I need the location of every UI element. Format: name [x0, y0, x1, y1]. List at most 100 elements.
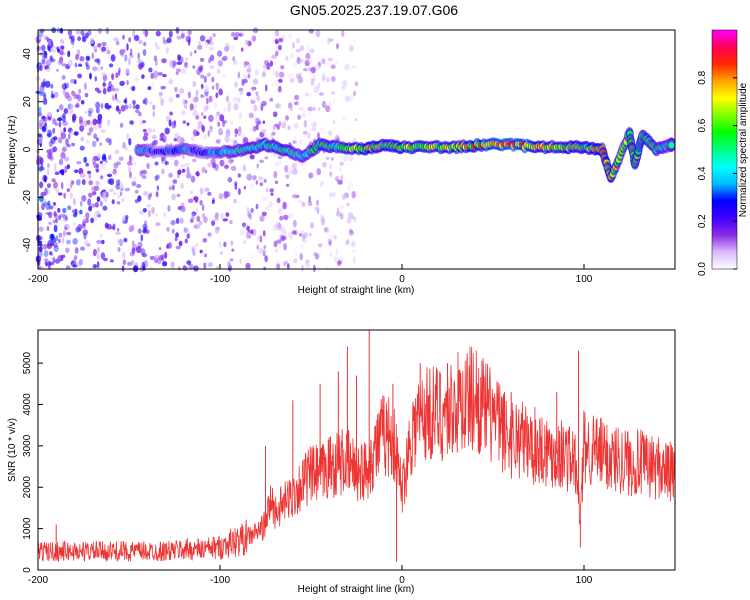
noise-speckle	[291, 230, 297, 235]
noise-speckle	[262, 230, 266, 237]
noise-speckle	[50, 47, 53, 53]
noise-speckle	[133, 34, 140, 42]
noise-speckle	[88, 127, 94, 133]
noise-speckle	[274, 221, 279, 226]
noise-speckle	[203, 106, 208, 113]
noise-speckle	[192, 109, 198, 117]
noise-speckle	[137, 228, 142, 234]
noise-speckle	[41, 265, 45, 271]
noise-speckle	[328, 130, 333, 137]
noise-speckle	[137, 59, 143, 64]
noise-speckle	[237, 71, 241, 79]
noise-speckle	[88, 205, 93, 212]
noise-speckle	[185, 57, 189, 61]
noise-speckle	[296, 100, 299, 106]
noise-speckle	[250, 86, 256, 92]
noise-speckle	[187, 91, 191, 99]
noise-speckle	[62, 207, 67, 214]
noise-speckle	[346, 202, 350, 207]
noise-speckle	[100, 162, 106, 170]
noise-speckle	[297, 199, 302, 204]
noise-speckle	[262, 195, 268, 202]
noise-speckle	[313, 264, 316, 272]
noise-speckle	[39, 181, 44, 189]
noise-speckle	[273, 170, 278, 179]
noise-speckle	[183, 104, 188, 109]
noise-speckle	[271, 83, 274, 88]
noise-speckle	[214, 113, 221, 122]
noise-speckle	[333, 235, 338, 240]
noise-speckle	[81, 195, 87, 202]
noise-speckle	[40, 191, 46, 197]
noise-speckle	[114, 184, 119, 189]
noise-speckle	[299, 45, 305, 51]
noise-speckle	[184, 162, 190, 167]
noise-speckle	[94, 202, 99, 208]
noise-speckle	[130, 55, 134, 59]
noise-speckle	[54, 122, 59, 127]
noise-speckle	[187, 198, 194, 204]
noise-speckle	[180, 183, 185, 189]
noise-speckle	[142, 265, 146, 271]
noise-speckle	[107, 86, 112, 93]
noise-speckle	[127, 161, 133, 166]
noise-speckle	[40, 234, 44, 239]
noise-speckle	[160, 253, 165, 262]
noise-speckle	[121, 48, 127, 54]
noise-speckle	[153, 255, 157, 262]
noise-speckle	[51, 90, 54, 97]
colorbar: 0.0 0.2 0.4 0.6 0.8 Normalized spectral ampl…	[697, 29, 749, 276]
noise-speckle	[98, 123, 102, 129]
noise-speckle	[322, 161, 327, 168]
noise-speckle	[303, 120, 308, 128]
noise-speckle	[207, 191, 212, 196]
noise-speckle	[190, 245, 196, 253]
noise-speckle	[154, 41, 158, 48]
noise-speckle	[111, 73, 115, 81]
noise-speckle	[62, 83, 66, 89]
noise-speckle	[182, 168, 186, 173]
noise-speckle	[53, 181, 58, 189]
noise-speckle	[59, 45, 64, 50]
noise-speckle	[218, 241, 222, 249]
noise-speckle	[52, 127, 56, 134]
noise-speckle	[74, 104, 80, 108]
noise-speckle	[171, 229, 175, 234]
noise-speckle	[191, 213, 195, 221]
noise-speckle	[172, 61, 177, 67]
noise-speckle	[196, 170, 200, 177]
noise-speckle	[127, 261, 133, 266]
noise-speckle	[244, 61, 250, 66]
noise-speckle	[134, 189, 139, 194]
noise-speckle	[52, 256, 56, 261]
noise-speckle	[283, 243, 287, 251]
noise-speckle	[59, 213, 66, 218]
noise-speckle	[207, 129, 210, 137]
noise-speckle	[209, 36, 213, 42]
noise-speckle	[151, 81, 155, 86]
noise-speckle	[102, 83, 107, 87]
noise-speckle	[308, 106, 314, 112]
noise-speckle	[313, 74, 316, 82]
noise-speckle	[162, 212, 167, 218]
noise-speckle	[203, 75, 207, 84]
noise-speckle	[256, 120, 262, 125]
noise-speckle	[119, 182, 124, 190]
y-tick-label: 20	[22, 96, 33, 108]
noise-speckle	[81, 33, 88, 39]
noise-speckle	[239, 228, 245, 236]
noise-speckle	[130, 48, 133, 56]
x-tick-label: 0	[399, 274, 405, 285]
noise-speckle	[227, 260, 231, 268]
noise-speckle	[351, 65, 356, 69]
noise-speckle	[181, 110, 186, 116]
noise-speckle	[348, 212, 354, 220]
noise-speckle	[96, 239, 102, 244]
noise-speckle	[135, 109, 140, 114]
noise-speckle	[247, 73, 251, 79]
noise-speckle	[167, 205, 171, 212]
noise-speckle	[152, 128, 156, 133]
noise-speckle	[111, 199, 115, 205]
noise-speckle	[189, 51, 193, 57]
noise-speckle	[168, 242, 173, 249]
